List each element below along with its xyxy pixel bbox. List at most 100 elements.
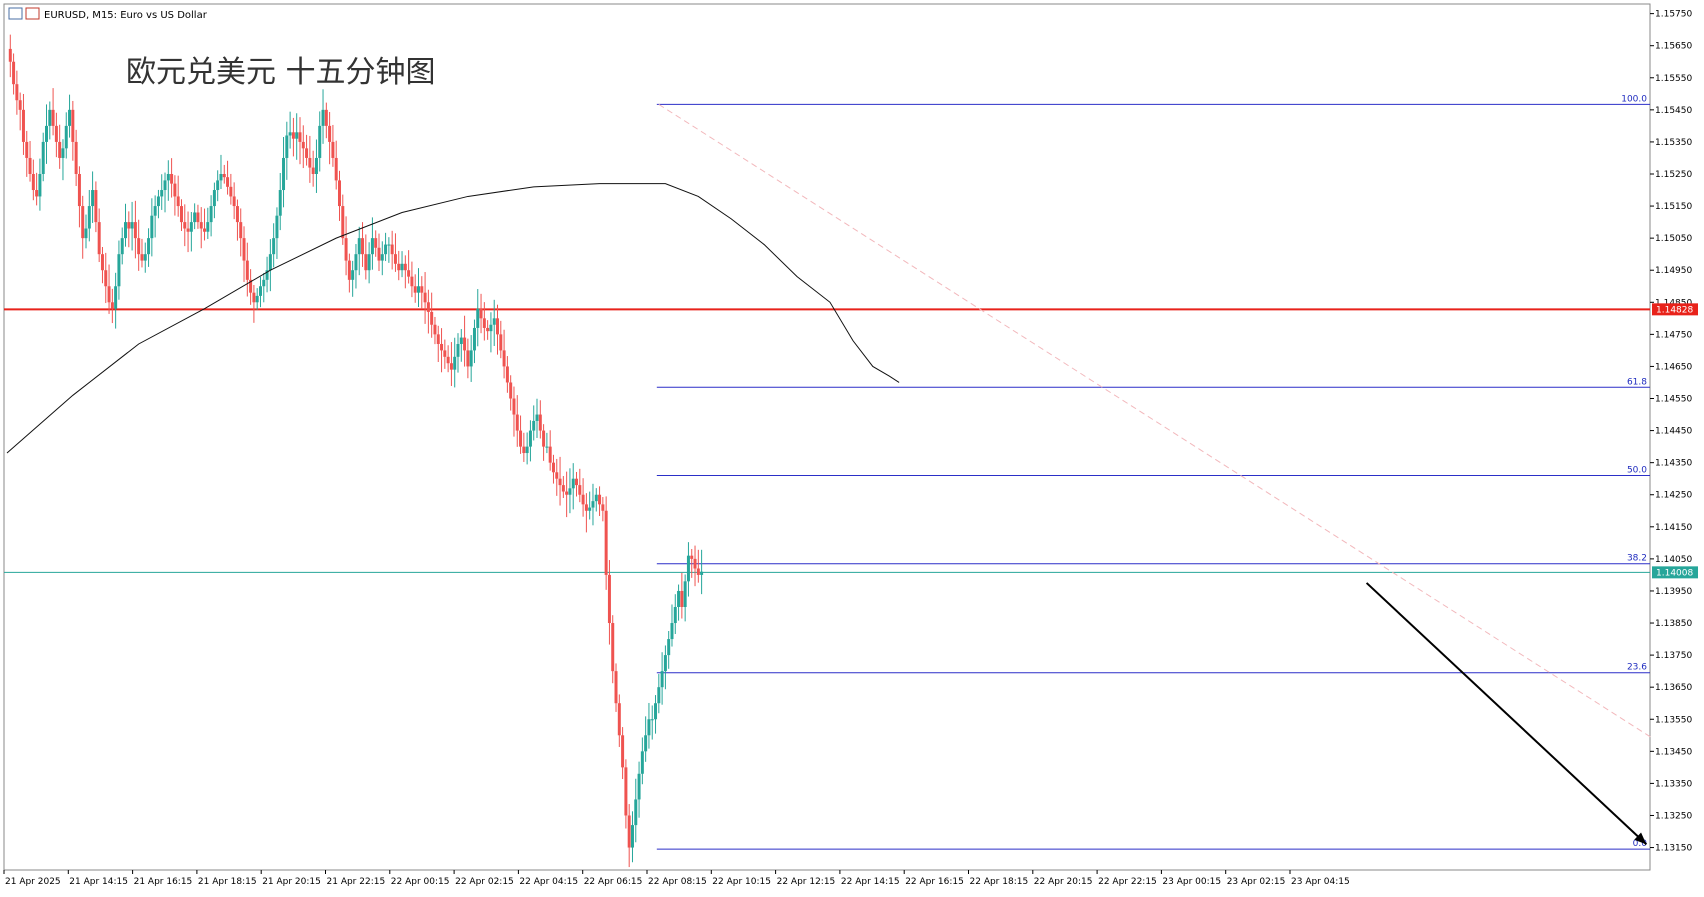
candle-body: [77, 173, 81, 207]
candle-body: [624, 767, 628, 816]
candle-body: [127, 222, 131, 229]
candle-body: [502, 350, 506, 367]
fibonacci-levels: 100.0 61.8 50.0 38.2 23.6 0.0: [656, 94, 1650, 850]
candle-body: [156, 196, 160, 207]
chart-type-icon[interactable]: [25, 7, 40, 20]
candle-body: [446, 356, 450, 364]
candle-body: [650, 719, 654, 721]
candle-body: [212, 190, 216, 207]
dashed-trend-line[interactable]: [658, 103, 1654, 739]
candle-body: [640, 751, 644, 774]
candle-body: [387, 244, 391, 246]
arrow-shaft[interactable]: [1365, 582, 1648, 846]
candle-body: [696, 568, 700, 575]
candle-body: [519, 430, 523, 447]
candle-body: [91, 190, 95, 207]
candle-body: [384, 244, 388, 255]
candle-body: [545, 446, 549, 448]
candle-body: [591, 501, 595, 508]
candle-body: [45, 125, 49, 142]
candle-body: [634, 799, 638, 826]
fib-level-label: 100.0: [1621, 94, 1647, 104]
candle-body: [417, 286, 420, 293]
candle-body: [492, 318, 496, 325]
y-tick-label: 1.14950: [1655, 266, 1692, 276]
candle-body: [328, 125, 332, 142]
candle-body: [331, 141, 335, 158]
arrow-head: [1634, 832, 1647, 845]
candle-body: [12, 61, 16, 85]
x-tick-label: 21 Apr 20:15: [262, 877, 321, 887]
x-tick-label: 21 Apr 14:15: [69, 877, 128, 887]
candle-body: [295, 132, 299, 139]
candle-body: [226, 177, 230, 187]
current-price-badge: 1.14008: [1656, 568, 1693, 578]
candle-body: [532, 420, 536, 431]
candle-body: [400, 263, 404, 271]
candle-body: [15, 84, 19, 101]
x-tick-label: 22 Apr 12:15: [777, 877, 836, 887]
candle-body: [677, 590, 681, 607]
candle-body: [469, 350, 473, 367]
window-menu-icon[interactable]: [8, 7, 23, 20]
candle-body: [449, 363, 453, 370]
candle-body: [58, 141, 62, 158]
candle-body: [466, 350, 470, 367]
candle-body: [61, 148, 65, 158]
candle-body: [186, 228, 190, 232]
candle-body: [216, 180, 220, 191]
candle-body: [479, 308, 483, 319]
candle-body: [390, 244, 394, 255]
candle-body: [476, 308, 480, 328]
y-tick-label: 1.13250: [1655, 811, 1692, 821]
candle-body: [48, 109, 52, 126]
y-tick-label: 1.13450: [1655, 747, 1692, 757]
candle-body: [558, 478, 562, 486]
candle-body: [8, 48, 12, 62]
candle-body: [551, 462, 555, 473]
candle-body: [393, 254, 397, 264]
candle-body: [456, 343, 460, 357]
candle-body: [621, 735, 625, 768]
candle-body: [565, 491, 569, 495]
projection-arrow: [1365, 582, 1648, 846]
candle-body: [94, 190, 98, 223]
candle-body: [305, 148, 309, 158]
moving-average-line: [6, 183, 900, 454]
candle-body: [268, 254, 272, 271]
candle-body: [18, 100, 22, 110]
candle-body: [35, 190, 39, 197]
candle-body: [130, 222, 134, 229]
candle-body: [104, 270, 108, 287]
trend-line: [658, 103, 1654, 739]
price-axis[interactable]: 1.15750 1.15650 1.15550 1.15450 1.15350 1.152…: [1650, 10, 1692, 854]
candle-body: [374, 238, 378, 248]
candle-body: [542, 430, 546, 447]
candle-body: [239, 222, 243, 239]
candle-body: [41, 141, 45, 174]
y-tick-label: 1.14250: [1655, 491, 1692, 501]
candle-body: [509, 382, 513, 399]
candle-body: [147, 238, 151, 255]
y-tick-label: 1.14750: [1655, 330, 1692, 340]
candle-body: [486, 327, 490, 332]
candle-body: [160, 190, 164, 197]
time-axis[interactable]: 21 Apr 2025 21 Apr 14:15 21 Apr 16:15 21 Ap…: [3, 870, 1350, 887]
candle-body: [28, 157, 32, 174]
candle-body: [133, 222, 137, 239]
x-tick-label: 21 Apr 22:15: [327, 877, 386, 887]
candle-body: [282, 157, 286, 191]
candle-body: [163, 180, 167, 191]
y-tick-label: 1.13350: [1655, 779, 1692, 789]
x-tick-label: 22 Apr 14:15: [841, 877, 900, 887]
candle-body: [512, 398, 516, 415]
fib-level-label: 38.2: [1627, 554, 1647, 564]
candle-body: [525, 446, 529, 454]
candle-body: [193, 212, 197, 223]
candle-body: [351, 270, 355, 280]
candle-body: [107, 286, 111, 303]
candle-body: [663, 655, 667, 672]
candle-body: [301, 141, 305, 149]
candle-body: [298, 132, 302, 142]
